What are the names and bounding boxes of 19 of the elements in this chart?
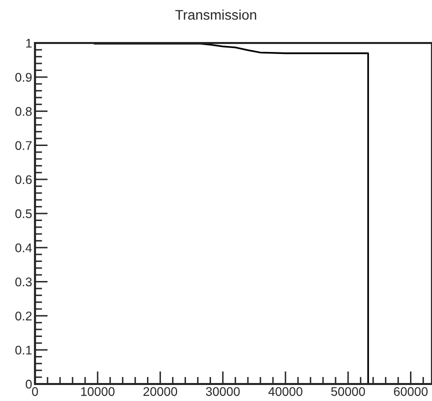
x-tick-label: 20000 [143,387,178,396]
y-tick-label: 0.6 [15,175,32,184]
y-tick-label: 0.2 [15,312,32,320]
x-tick-label: 60000 [394,387,428,396]
y-tick-label: 0.7 [15,141,32,150]
y-tick-label: 0.1 [15,346,32,355]
y-tick-label: 0.3 [15,278,32,286]
y-tick-label: 0.8 [15,107,32,116]
chart-title: Transmission [175,10,256,20]
y-tick-label: 0 [26,380,32,389]
y-tick-label: 0.5 [15,209,32,218]
y-tick-label: 0.4 [15,243,32,252]
x-tick-label: 0 [32,387,38,396]
y-tick-label: 0.9 [15,72,32,82]
x-tick-label: 50000 [331,387,365,396]
x-tick-label: 10000 [81,387,115,396]
y-tick-label: 1 [26,38,32,48]
x-tick-label: 30000 [206,387,240,396]
x-tick-label: 40000 [268,387,302,396]
